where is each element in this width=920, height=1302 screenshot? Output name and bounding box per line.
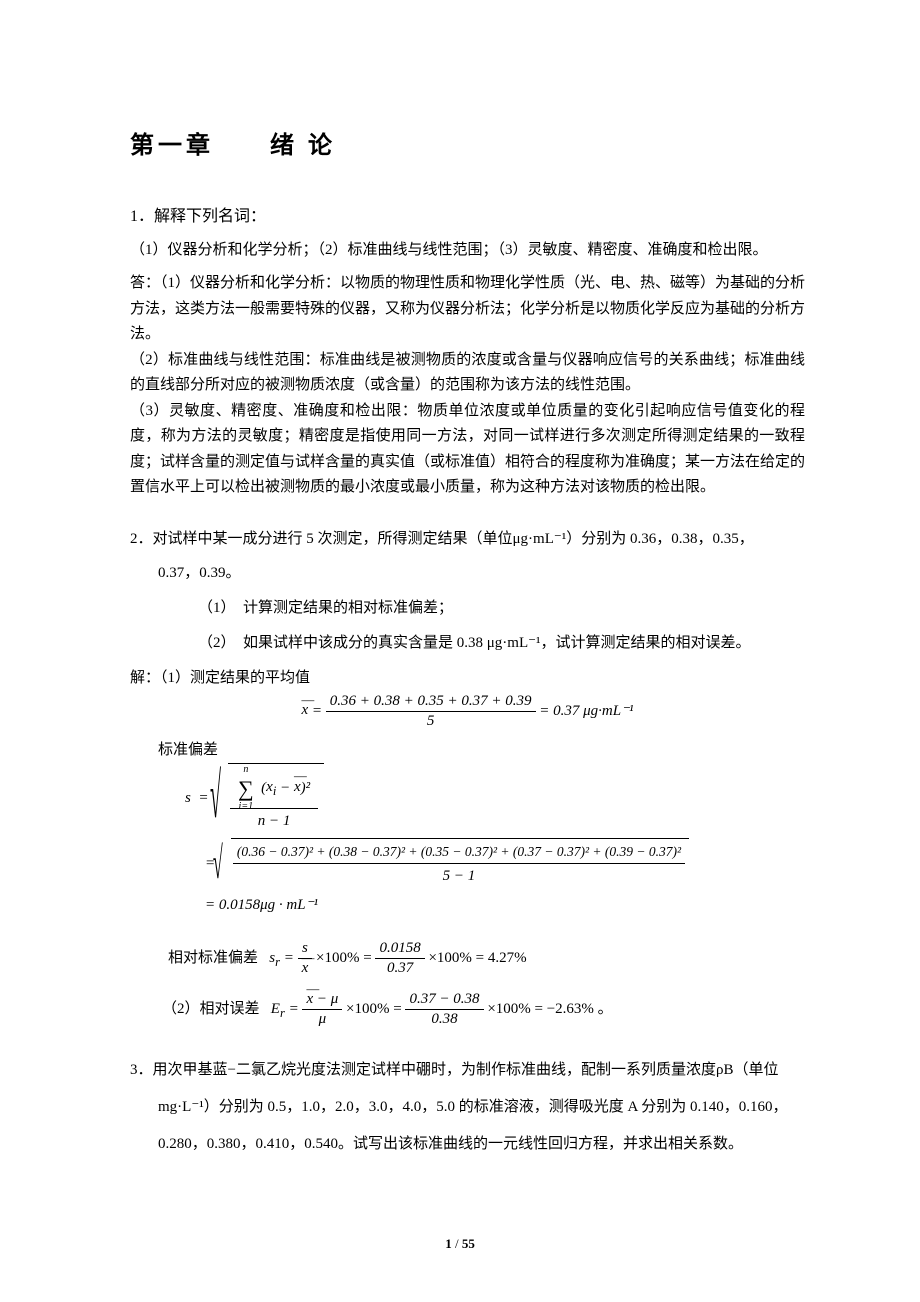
rsd-line: 相对标准偏差 sr = s x ×100% = 0.0158 0.37 ×100… [168,940,805,977]
page-total: 55 [462,1236,475,1251]
sd-label: 标准偏差 [158,738,805,759]
q1-answer: 答：（1）仪器分析和化学分析：以物质的物理性质和物理化学性质（光、电、热、磁等）… [130,271,805,501]
q2-sub2: （2） 如果试样中该成分的真实含量是 0.38 μg·mL⁻¹，试计算测定结果的… [130,631,805,656]
page-current: 1 [445,1236,452,1251]
chapter-title: 第一章 绪 论 [130,125,805,160]
err-line: （2）相对误差 Er = x − μ μ ×100% = 0.37 − 0.38… [162,991,805,1028]
q3-line3: 0.280，0.380，0.410，0.540。试写出该标准曲线的一元线性回归方… [130,1132,805,1157]
sd-formula-line1: s = n∑i=1 (xi − x)² n − 1 [185,763,805,835]
q2-prompt-line1: 2．对试样中某一成分进行 5 次测定，所得测定结果（单位μg·mL⁻¹）分别为 … [130,527,805,552]
err-label: （2）相对误差 [162,1001,260,1017]
q1-prompt: 1．解释下列名词： [130,202,805,226]
sd-result: = 0.0158μg · mL⁻¹ [205,894,805,917]
q2-prompt-line2: 0.37，0.39。 [130,561,805,586]
q3-line1: 3．用次甲基蓝−二氯乙烷光度法测定试样中硼时，为制作标准曲线，配制一系列质量浓度… [130,1058,805,1083]
err-den: 0.38 [405,1010,483,1028]
q3-line2: mg·L⁻¹）分别为 0.5，1.0，2.0，3.0，4.0，5.0 的标准溶液… [130,1095,805,1120]
mean-numerator: 0.36 + 0.38 + 0.35 + 0.37 + 0.39 [326,693,536,712]
sd-expanded-num: (0.36 − 0.37)² + (0.38 − 0.37)² + (0.35 … [233,842,685,864]
mean-result: = 0.37 μg·mL⁻¹ [539,702,633,718]
q1-subparts: （1）仪器分析和化学分析；（2）标准曲线与线性范围；（3）灵敏度、精密度、准确度… [130,238,805,259]
q2-solution-label: 解：（1）测定结果的平均值 [130,666,805,687]
sd-formula-line2: = (0.36 − 0.37)² + (0.38 − 0.37)² + (0.3… [205,838,805,890]
err-num: 0.37 − 0.38 [405,991,483,1010]
q2-mean-formula: x = 0.36 + 0.38 + 0.35 + 0.37 + 0.39 5 =… [130,693,805,730]
rsd-num: 0.0158 [375,940,424,959]
q2-sub1: （1） 计算测定结果的相对标准偏差； [130,596,805,621]
mean-denom: 5 [326,712,536,730]
rsd-result: ×100% = 4.27% [428,950,526,966]
err-result: ×100% = −2.63% 。 [487,1001,612,1017]
rsd-label: 相对标准偏差 [168,950,258,966]
rsd-den: 0.37 [375,959,424,977]
sd-expanded-den: 5 − 1 [233,864,685,888]
page-footer: 1 / 55 [0,1236,920,1252]
